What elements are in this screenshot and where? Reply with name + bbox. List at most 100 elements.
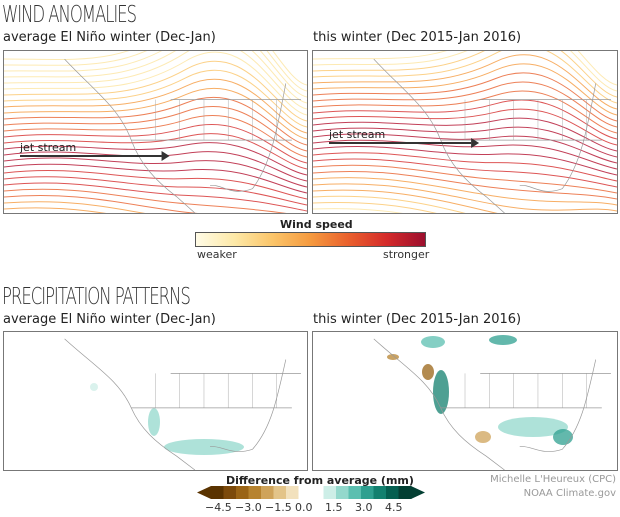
colorbar-bin [336,486,349,499]
credit-author: Michelle L'Heureux (CPC) [490,474,616,485]
precip-anomaly [498,417,568,437]
colorbar-bin [211,486,224,499]
wind-streamline [4,176,307,206]
wind-streamline [4,157,307,188]
wind-streamline [313,126,617,158]
wind-streamline [313,158,617,188]
wind-streamline [313,51,617,86]
coastline [64,58,301,213]
wind-colorbar-max: stronger [383,248,430,261]
colorbar-bin [223,486,237,499]
precip-left-subtitle: average El Niño winter (Dec-Jan) [3,312,216,327]
wind-streamline [4,51,307,92]
colorbar-tick: 0.0 [295,501,313,514]
precip-anomaly [148,408,160,436]
precip-anomaly [422,364,434,380]
colorbar-bin [286,486,299,499]
precip-colorbar [197,486,425,499]
colorbar-bin [398,486,412,499]
precip-anomaly [421,336,445,348]
wind-streamline [4,51,307,104]
arrowhead-icon [161,151,170,161]
wind-colorbar-min: weaker [197,248,237,261]
colorbar-bin [311,486,324,499]
precip-anomaly [475,431,491,443]
wind-streamline [313,177,617,206]
wind-streamline [313,164,617,194]
colorbar-bin [261,486,274,499]
precip-anomaly [553,429,573,445]
wind-streamline [313,183,617,212]
credit-source: NOAA Climate.gov [523,488,616,499]
wind-streamline [313,63,617,116]
wind-streamline [313,189,498,213]
coastline [64,338,301,470]
arrowhead-icon [471,138,480,148]
wind-map-this-winter: jet stream [312,50,618,214]
precip-anomaly [433,370,449,414]
colorbar-bin [348,486,362,499]
wind-streamline [4,78,307,134]
colorbar-bin [236,486,249,499]
precip-colorbar-title: Difference from average (mm) [226,474,414,487]
colorbar-tick: −4.5 [205,501,232,514]
wind-title: WIND ANOMALIES [2,2,137,28]
wind-streamline [4,51,307,116]
wind-streamline [4,201,146,213]
wind-streamline [4,142,307,176]
precip-title: PRECIPITATION PATTERNS [2,284,191,310]
colorbar-tick: 4.5 [385,501,403,514]
jet-stream-label: jet stream [19,141,76,154]
precip-anomaly [90,383,98,391]
wind-streamline [313,145,617,176]
precip-right-subtitle: this winter (Dec 2015-Jan 2016) [313,312,522,327]
wind-streamline [313,139,617,170]
colorbar-bin [323,486,337,499]
wind-colorbar-title: Wind speed [280,218,353,231]
precip-colorbar-ticks: −4.5 −3.0 −1.5 0.0 1.5 3.0 4.5 [0,501,620,515]
wind-streamline [4,69,307,128]
wind-streamline [4,124,307,164]
wind-streamline [4,51,307,98]
precip-map-average [3,331,308,471]
wind-streamline [4,51,307,110]
wind-streamline [313,117,617,152]
precip-anomaly [489,335,517,345]
wind-streamline [313,195,466,213]
wind-streamline [313,201,437,213]
colorbar-bin [273,486,287,499]
colorbar-tick: −1.5 [265,501,292,514]
wind-streamline [313,133,617,164]
wind-streamline [4,133,307,170]
wind-streamline [313,208,403,213]
wind-streamline [4,207,107,213]
wind-map-average: jet stream [3,50,308,214]
wind-streamline [313,170,617,200]
wind-colorbar [195,232,426,247]
wind-streamline [313,54,617,110]
wind-streamline [313,51,617,98]
colorbar-tick: 3.0 [355,501,373,514]
colorbar-arrow-high [411,486,425,499]
precip-anomaly [164,439,244,455]
wind-streamline [4,51,307,86]
wind-streamline [4,188,287,213]
wind-right-subtitle: this winter (Dec 2015-Jan 2016) [313,30,522,45]
colorbar-arrow-low [197,486,211,499]
wind-streamline [313,152,617,182]
colorbar-bin [373,486,387,499]
coastline [373,58,611,213]
wind-streamline [4,195,198,213]
wind-streamline [4,114,307,158]
coastline [373,338,611,470]
wind-streamline [4,163,307,194]
colorbar-bin [386,486,399,499]
jet-stream-label: jet stream [328,128,385,141]
precip-anomaly [387,354,399,360]
wind-streamline [4,170,307,200]
wind-streamline [313,51,617,92]
wind-streamline [4,151,307,182]
colorbar-tick: −3.0 [235,501,262,514]
colorbar-bin [248,486,262,499]
precip-map-this-winter [312,331,618,471]
